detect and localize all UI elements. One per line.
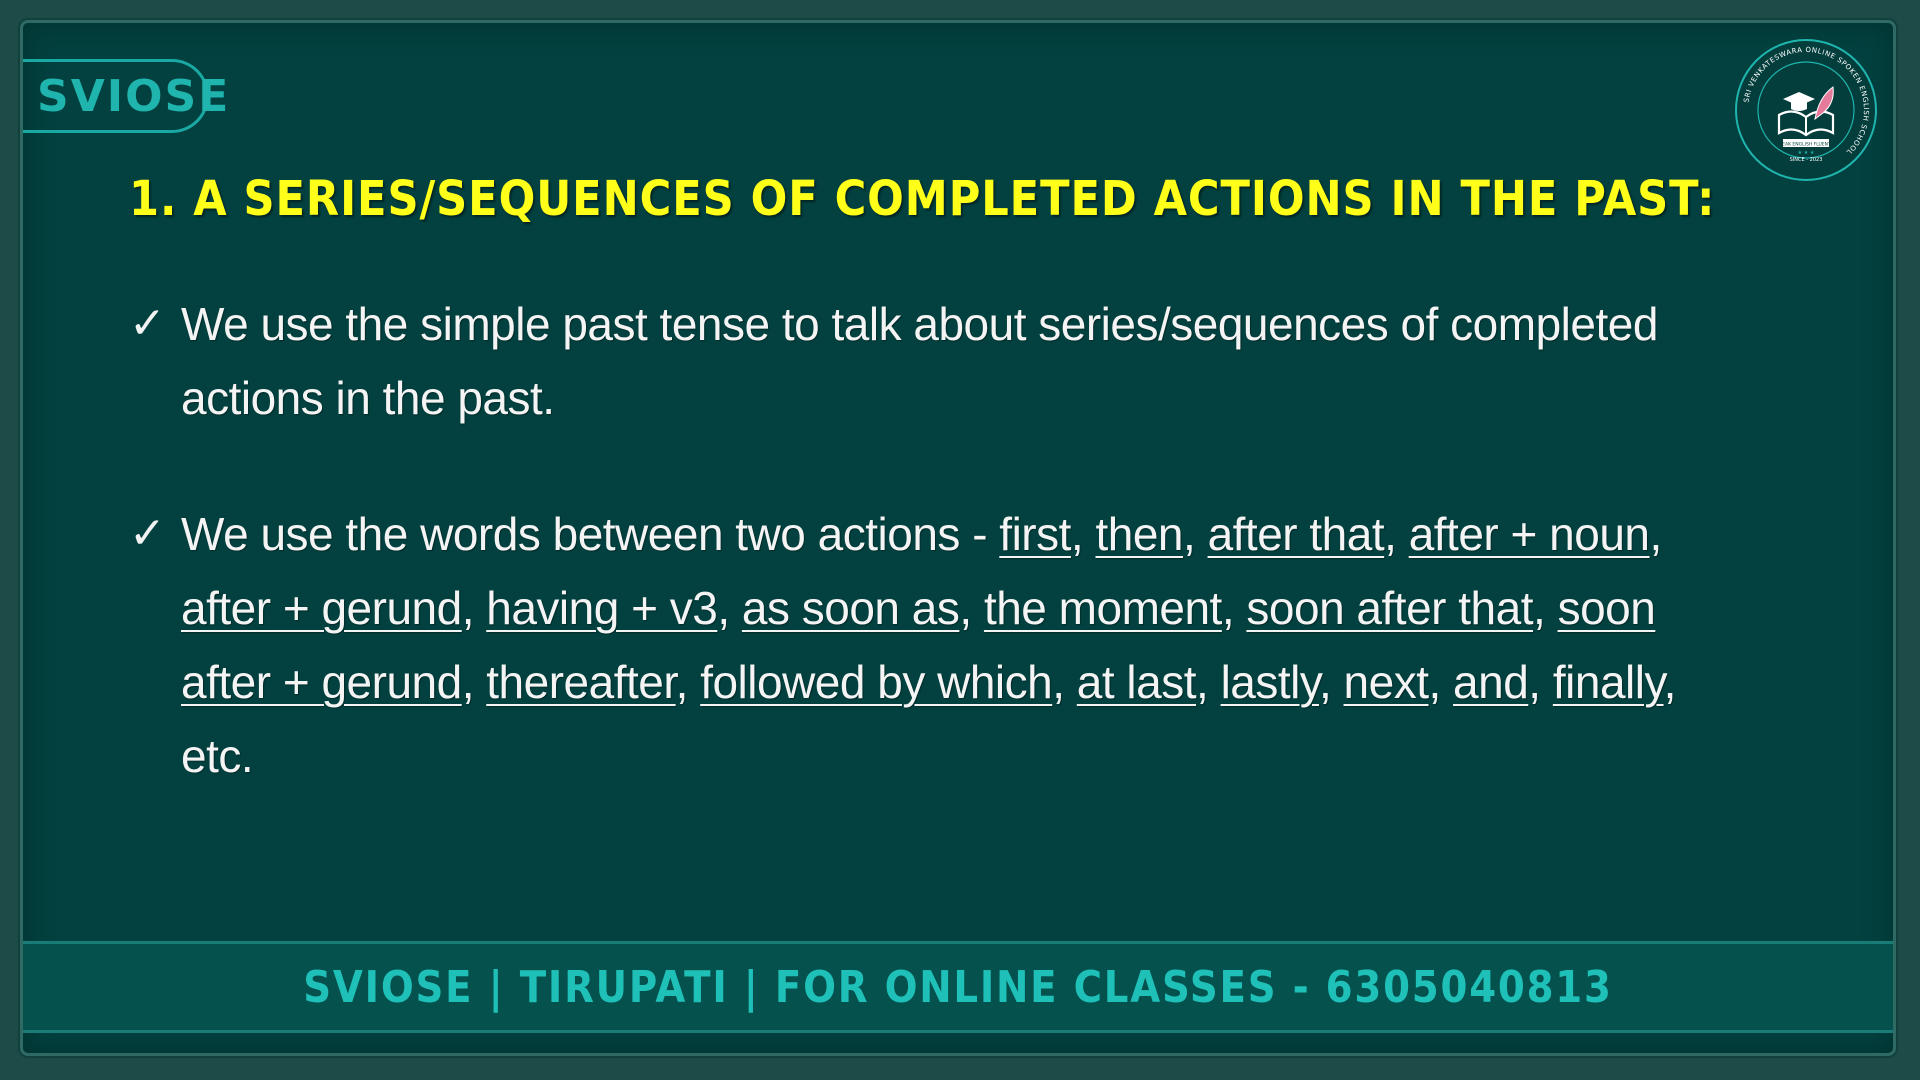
transition-word: thereafter	[486, 656, 676, 708]
transition-word: after that	[1207, 508, 1385, 560]
transition-word-list: first, then, after that, after + noun, a…	[181, 508, 1676, 708]
transition-word: finally	[1552, 656, 1664, 708]
transition-word: the moment	[983, 582, 1222, 634]
transition-word: next	[1343, 656, 1429, 708]
feather-quill-icon	[1814, 86, 1834, 121]
logo-banner: SPEAK ENGLISH FLUENTLY	[1777, 142, 1836, 148]
transition-word: soon after that	[1246, 582, 1533, 634]
transition-word: and	[1453, 656, 1529, 708]
footer-bar: SVIOSE | TIRUPATI | FOR ONLINE CLASSES -…	[23, 941, 1893, 1033]
bullet-text-2: We use the words between two actions - f…	[181, 497, 1711, 793]
logo-stars: ★ ★ ★	[1798, 150, 1815, 156]
footer-text: SVIOSE | TIRUPATI | FOR ONLINE CLASSES -…	[303, 961, 1613, 1013]
transition-word: soon after + gerund	[181, 582, 1656, 708]
transition-word: having + v3	[486, 582, 718, 634]
checkmark-icon: ✓	[129, 298, 166, 349]
bullet-text-1: We use the simple past tense to talk abo…	[181, 298, 1658, 424]
graduation-cap-icon	[1783, 92, 1815, 111]
brand-tab: SVIOSE	[23, 59, 228, 133]
slide-frame: SVIOSE SRI VENKATESWARA ONLINE SPOKEN EN…	[20, 20, 1896, 1056]
brand-label: SVIOSE	[37, 70, 231, 122]
transition-word: lastly	[1220, 656, 1320, 708]
transition-word: at last	[1076, 656, 1197, 708]
transition-word: then	[1095, 508, 1183, 560]
transition-word: after + noun	[1408, 508, 1650, 560]
transition-word: followed by which	[700, 656, 1053, 708]
transition-word: as soon as	[741, 582, 960, 634]
checkmark-icon: ✓	[129, 508, 166, 559]
bullet-ending: etc.	[181, 730, 254, 782]
school-logo: SRI VENKATESWARA ONLINE SPOKEN ENGLISH S…	[1735, 39, 1877, 181]
bullet-item-2: ✓ We use the words between two actions -…	[129, 497, 1749, 793]
bullet-item-1: ✓ We use the simple past tense to talk a…	[129, 287, 1749, 435]
transition-word: after + gerund	[181, 582, 462, 634]
slide-heading: 1. A SERIES/SEQUENCES OF COMPLETED ACTIO…	[129, 171, 1716, 227]
transition-word: first	[999, 508, 1071, 560]
book-icon	[1777, 110, 1835, 137]
bullet-intro: We use the words between two actions -	[181, 508, 1000, 560]
logo-since: SINCE - 2023	[1790, 157, 1823, 163]
